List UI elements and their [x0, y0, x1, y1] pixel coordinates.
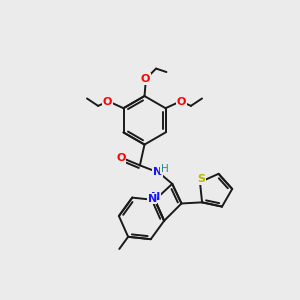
Text: O: O [141, 74, 150, 84]
Text: O: O [177, 97, 186, 107]
Text: N: N [153, 167, 162, 177]
Text: N: N [152, 192, 161, 202]
Text: S: S [197, 174, 205, 184]
Text: O: O [116, 153, 126, 163]
Text: N: N [148, 194, 157, 204]
Text: O: O [103, 97, 112, 107]
Text: H: H [161, 164, 169, 174]
Text: N: N [148, 194, 157, 204]
